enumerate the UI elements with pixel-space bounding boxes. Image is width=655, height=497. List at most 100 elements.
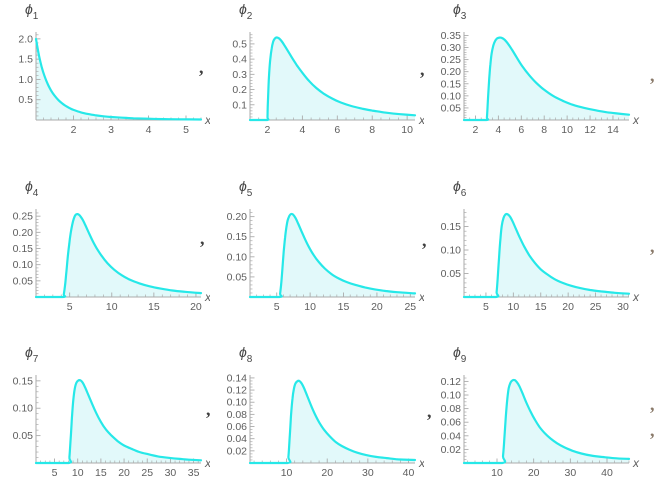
svg-text:0.10: 0.10 bbox=[441, 245, 462, 257]
svg-text:10: 10 bbox=[491, 467, 503, 479]
svg-text:0.2: 0.2 bbox=[232, 84, 247, 96]
plot-phi7: ϕ7 5 10 15 20 25 30 35 0.05 0.10 0.15 x bbox=[0, 343, 210, 497]
plot-phi9: ϕ9 10 20 30 40 0.02 0.04 0.06 0.08 0.10 0.12 x bbox=[428, 343, 655, 497]
svg-text:20: 20 bbox=[321, 467, 333, 479]
svg-text:25: 25 bbox=[404, 301, 416, 313]
svg-text:0.5: 0.5 bbox=[18, 94, 33, 106]
plot-title-phi5: ϕ5 bbox=[239, 178, 252, 199]
svg-text:6: 6 bbox=[518, 124, 524, 136]
x-axis-label: x bbox=[418, 290, 424, 304]
phi-symbol: ϕ bbox=[453, 344, 461, 360]
svg-text:0.12: 0.12 bbox=[441, 376, 462, 388]
svg-text:8: 8 bbox=[369, 124, 375, 136]
phi-index: 7 bbox=[32, 353, 39, 365]
svg-text:0.08: 0.08 bbox=[441, 403, 462, 415]
plot-phi4: ϕ4 5 10 15 20 0.05 0.10 0.15 0.20 0.25 x bbox=[0, 177, 210, 342]
svg-text:30: 30 bbox=[564, 467, 576, 479]
list-separator: , bbox=[422, 230, 427, 250]
svg-text:20: 20 bbox=[562, 301, 574, 313]
svg-text:0.10: 0.10 bbox=[441, 90, 462, 102]
phi-index: 2 bbox=[246, 10, 253, 22]
svg-text:0.05: 0.05 bbox=[13, 275, 34, 287]
svg-text:0.05: 0.05 bbox=[13, 430, 34, 442]
svg-text:20: 20 bbox=[528, 467, 540, 479]
svg-text:2: 2 bbox=[473, 124, 479, 136]
svg-text:40: 40 bbox=[601, 467, 613, 479]
svg-text:25: 25 bbox=[141, 467, 153, 479]
svg-text:0.1: 0.1 bbox=[232, 99, 247, 111]
svg-text:0.30: 0.30 bbox=[441, 42, 462, 54]
svg-text:0.25: 0.25 bbox=[441, 54, 462, 66]
x-axis-label: x bbox=[632, 456, 640, 470]
phi-symbol: ϕ bbox=[25, 344, 33, 360]
svg-text:0.10: 0.10 bbox=[441, 390, 462, 402]
svg-text:0.25: 0.25 bbox=[13, 211, 34, 223]
svg-text:0.04: 0.04 bbox=[227, 433, 248, 445]
svg-text:15: 15 bbox=[148, 301, 160, 313]
list-separator: , bbox=[200, 228, 205, 248]
svg-text:6: 6 bbox=[334, 124, 340, 136]
svg-text:0.08: 0.08 bbox=[227, 409, 248, 421]
svg-text:15: 15 bbox=[338, 301, 350, 313]
svg-text:0.35: 0.35 bbox=[441, 30, 462, 42]
svg-text:0.06: 0.06 bbox=[441, 417, 462, 429]
svg-text:40: 40 bbox=[403, 467, 415, 479]
svg-text:0.10: 0.10 bbox=[227, 251, 248, 263]
svg-text:2: 2 bbox=[71, 124, 77, 136]
svg-text:10: 10 bbox=[72, 467, 84, 479]
svg-text:12: 12 bbox=[584, 124, 596, 136]
svg-text:20: 20 bbox=[118, 467, 130, 479]
svg-text:0.20: 0.20 bbox=[227, 211, 248, 223]
svg-text:15: 15 bbox=[95, 467, 107, 479]
list-separator: , bbox=[206, 399, 211, 419]
x-axis-label: x bbox=[632, 290, 640, 304]
svg-text:20: 20 bbox=[371, 301, 383, 313]
svg-text:0.14: 0.14 bbox=[227, 372, 248, 384]
plot-phi3: ϕ3 2 4 6 8 10 12 14 0.05 0.10 0.15 0.20 0.25 0.30 0.3… bbox=[428, 0, 655, 165]
svg-text:0.4: 0.4 bbox=[232, 54, 247, 66]
plot-canvas-phi8: 10 20 30 40 0.020.040.060.080.100.120.14 x bbox=[227, 372, 424, 479]
plot-canvas-phi6: 5 10 15 20 25 30 0.05 0.10 0.15 x bbox=[441, 209, 640, 313]
phi-symbol: ϕ bbox=[453, 1, 461, 17]
phi-symbol: ϕ bbox=[239, 178, 247, 194]
svg-text:20: 20 bbox=[190, 301, 202, 313]
list-separator-clipped: , bbox=[650, 420, 655, 440]
svg-text:0.05: 0.05 bbox=[441, 268, 462, 280]
svg-text:10: 10 bbox=[304, 301, 316, 313]
list-separator-clipped: , bbox=[650, 65, 655, 85]
phi-index: 9 bbox=[460, 353, 467, 365]
phi-symbol: ϕ bbox=[25, 178, 33, 194]
phi-symbol: ϕ bbox=[25, 1, 33, 17]
svg-text:0.06: 0.06 bbox=[227, 421, 248, 433]
svg-text:0.15: 0.15 bbox=[227, 231, 248, 243]
svg-text:0.15: 0.15 bbox=[441, 221, 462, 233]
svg-text:0.02: 0.02 bbox=[441, 444, 462, 456]
svg-text:1.5: 1.5 bbox=[18, 54, 33, 66]
phi-symbol: ϕ bbox=[239, 344, 247, 360]
plot-canvas-phi5: 5 10 15 20 25 0.05 0.10 0.15 0.20 x bbox=[227, 209, 424, 313]
x-axis-label: x bbox=[632, 113, 640, 127]
svg-text:2: 2 bbox=[265, 124, 271, 136]
plot-title-phi7: ϕ7 bbox=[25, 344, 39, 365]
svg-text:0.10: 0.10 bbox=[227, 397, 248, 409]
plot-title-phi9: ϕ9 bbox=[453, 344, 467, 365]
svg-text:1.0: 1.0 bbox=[18, 74, 33, 86]
phi-index: 4 bbox=[32, 187, 39, 199]
svg-text:0.05: 0.05 bbox=[227, 271, 248, 283]
svg-text:10: 10 bbox=[561, 124, 573, 136]
svg-text:0.20: 0.20 bbox=[441, 66, 462, 78]
svg-text:2.0: 2.0 bbox=[18, 33, 33, 45]
svg-text:0.04: 0.04 bbox=[441, 430, 462, 442]
svg-text:0.02: 0.02 bbox=[227, 445, 248, 457]
svg-text:10: 10 bbox=[106, 301, 118, 313]
x-axis-label: x bbox=[418, 113, 424, 127]
svg-text:25: 25 bbox=[590, 301, 602, 313]
svg-text:14: 14 bbox=[607, 124, 619, 136]
svg-text:10: 10 bbox=[281, 467, 293, 479]
list-separator: , bbox=[199, 57, 204, 77]
svg-text:30: 30 bbox=[362, 467, 374, 479]
svg-text:35: 35 bbox=[188, 467, 200, 479]
svg-text:0.20: 0.20 bbox=[13, 227, 34, 239]
svg-text:8: 8 bbox=[541, 124, 547, 136]
